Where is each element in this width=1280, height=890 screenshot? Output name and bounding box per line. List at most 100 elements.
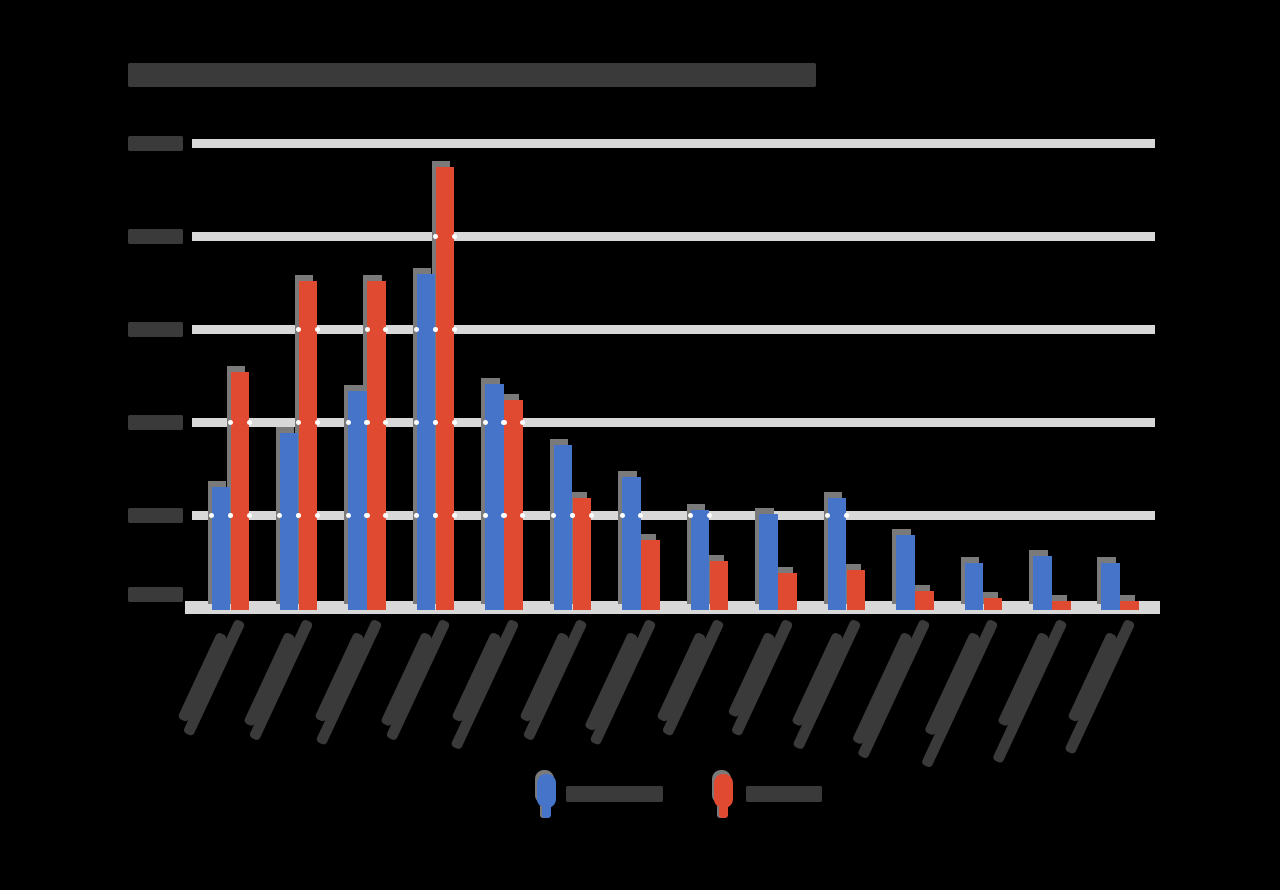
bar-series-1 [553,444,573,610]
bar-series-2 [1052,600,1071,610]
gridline-bar-intersection-dot [364,419,370,425]
gridline-bar-intersection-dot [228,419,233,425]
x-axis-label-redacted [920,618,999,769]
gridline-bar-intersection-dot [383,419,389,425]
gridline-bar-intersection-dot [570,512,576,518]
y-tick-label-redacted [128,321,183,337]
gridline-bar-intersection-dot [246,512,252,518]
gridline-bar-intersection-dot [296,512,302,518]
bar-series-1 [348,390,367,610]
bar-series-1 [896,535,915,610]
gridline-bar-intersection-dot [383,512,389,518]
y-tick-label-redacted [128,135,183,151]
bar-series-2 [709,561,729,610]
gridline-bar-intersection-dot [501,512,507,518]
gridline [192,324,1155,334]
gridline [192,417,1155,427]
gridline-bar-intersection-dot [451,512,457,518]
bar-series-1 [964,563,984,610]
y-tick-label-redacted [128,586,183,602]
gridline-bar-intersection-dot [345,512,351,518]
x-axis-line [185,601,1160,614]
legend-marker-icon-stem [719,806,728,818]
gridline-bar-intersection-dot [638,512,644,518]
bar-series-2 [367,281,386,610]
gridline-bar-intersection-dot [277,512,283,518]
bar-series-1 [279,432,299,610]
x-axis-label-redacted [385,618,451,742]
gridline [192,510,1155,520]
x-axis-label-redacted [856,618,931,760]
x-axis-label-redacted [1064,618,1136,755]
gridline-bar-intersection-dot [451,233,457,239]
gridline-bar-intersection-dot [364,512,370,518]
x-axis-label-redacted [522,618,588,742]
gridline-bar-intersection-dot [209,512,214,518]
legend-label-redacted [566,786,663,802]
bar-series-2 [778,572,797,610]
bar-series-1 [211,486,230,610]
x-axis-label-redacted [450,618,520,751]
gridline-bar-intersection-dot [706,512,712,518]
gridline [192,231,1155,241]
bar-series-1 [827,498,847,610]
bar-series-1 [1033,556,1052,610]
gridline-bar-intersection-dot [228,512,233,518]
bar-series-2 [298,281,318,610]
gridline-bar-intersection-dot [843,512,849,518]
gridline-bar-intersection-dot [482,419,488,425]
bar-series-2 [983,598,1003,610]
gridline-bar-intersection-dot [451,326,457,332]
x-axis-label-redacted [792,618,862,751]
gridline-bar-intersection-dot [414,326,420,332]
bar-series-2 [915,591,934,610]
chart-title-redacted [128,63,816,87]
gridline-bar-intersection-dot [364,326,370,332]
gridline-bar-intersection-dot [314,326,320,332]
x-axis-label-redacted [589,618,657,746]
legend-marker-icon [537,774,556,808]
gridline-bar-intersection-dot [345,419,351,425]
gridline-bar-intersection-dot [314,419,320,425]
x-axis-label-redacted [315,618,383,746]
gridline-bar-intersection-dot [433,326,439,332]
bar-series-2 [1120,600,1139,610]
x-axis-label-redacted [851,631,913,746]
gridline-bar-intersection-dot [383,326,389,332]
bar-series-1 [759,514,778,610]
bar-series-2 [641,540,660,610]
bar-series-2 [572,498,592,610]
gridline [192,138,1155,148]
gridline-bar-intersection-dot [619,512,625,518]
bar-series-1 [1101,563,1120,610]
x-axis-label-redacted [249,618,314,742]
bar-series-1 [622,477,641,610]
gridline-bar-intersection-dot [588,512,594,518]
gridline-bar-intersection-dot [551,512,557,518]
gridline-bar-intersection-dot [433,512,439,518]
gridline-bar-intersection-dot [451,419,457,425]
gridline-bar-intersection-dot [414,419,420,425]
gridline-bar-intersection-dot [825,512,831,518]
legend-marker-icon-stem [542,806,551,818]
legend-label-redacted [746,786,822,802]
x-axis-label-redacted [991,618,1068,764]
y-tick-label-redacted [128,414,183,430]
gridline-bar-intersection-dot [520,419,526,425]
bar-series-2 [846,570,866,610]
gridline-bar-intersection-dot [520,512,526,518]
bar-series-2 [435,167,455,610]
gridline-bar-intersection-dot [246,419,252,425]
y-tick-label-redacted [128,507,183,523]
gridline-bar-intersection-dot [296,326,302,332]
bar-series-1 [690,509,710,610]
bar-series-1 [416,274,436,610]
gridline-bar-intersection-dot [414,512,420,518]
gridline-bar-intersection-dot [314,512,320,518]
legend-marker-icon [714,774,733,808]
bar-series-2 [504,400,523,610]
gridline-bar-intersection-dot [501,419,507,425]
gridline-bar-intersection-dot [482,512,488,518]
gridline-bar-intersection-dot [688,512,694,518]
